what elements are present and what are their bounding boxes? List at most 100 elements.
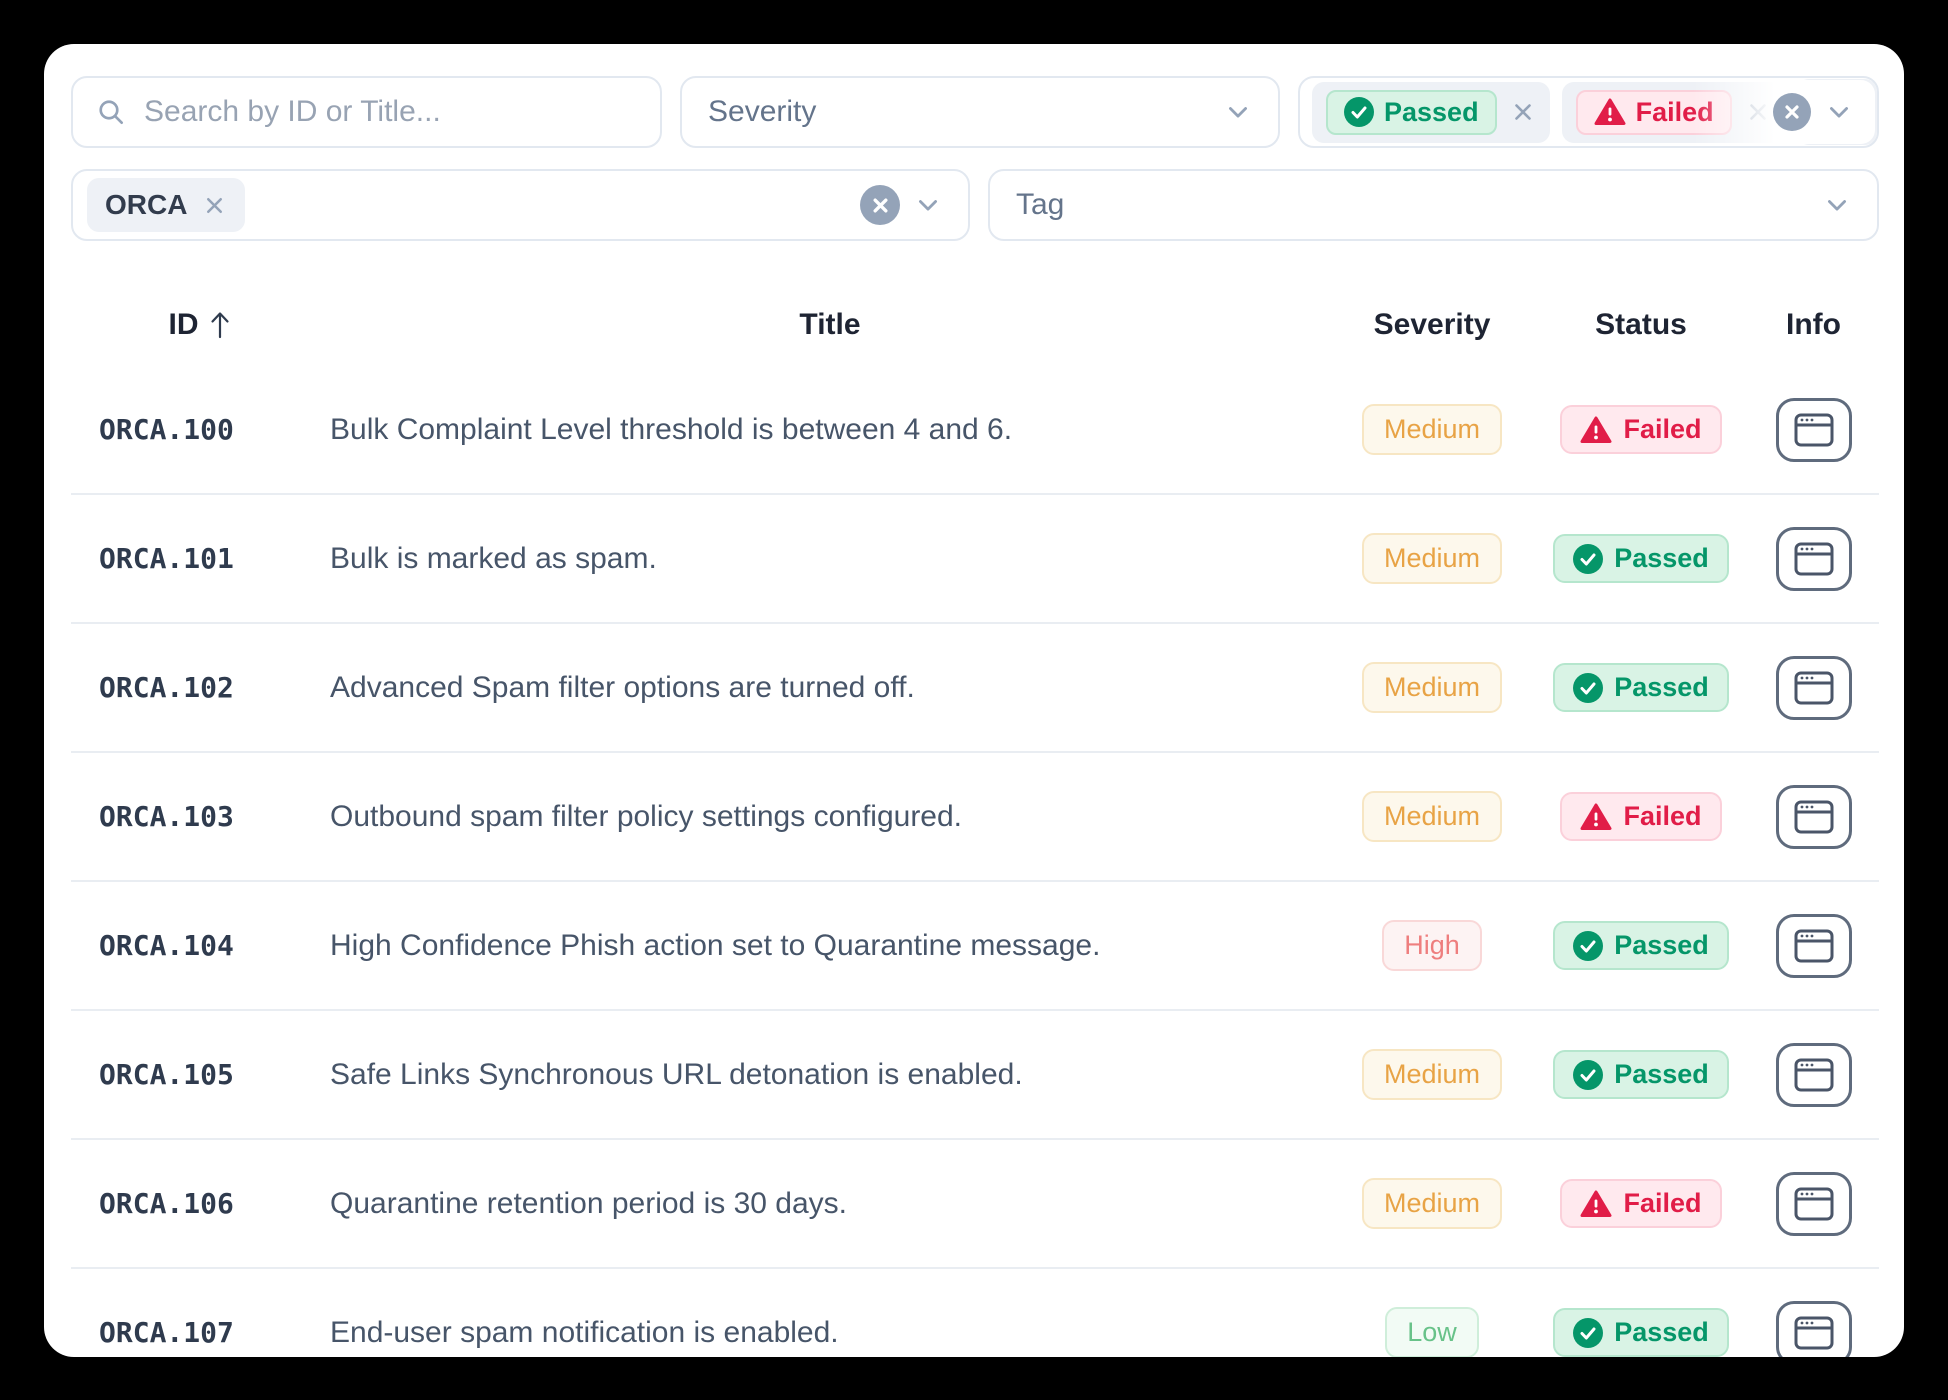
status-badge-label: Failed [1623, 414, 1702, 444]
table-row: ORCA.105 Safe Links Synchronous URL deto… [71, 1009, 1879, 1138]
severity-badge: Medium [1361, 1049, 1503, 1100]
row-title: End-user spam notification is enabled. [330, 1315, 839, 1349]
check-circle-icon [1573, 930, 1604, 961]
row-title: Bulk Complaint Level threshold is betwee… [330, 412, 1013, 446]
sort-ascending-arrow-icon [210, 312, 229, 339]
row-status-cell: Passed [1534, 1308, 1748, 1357]
severity-select-label: Severity [708, 95, 817, 128]
check-circle-icon [1573, 1059, 1604, 1090]
column-header-severity[interactable]: Severity [1373, 308, 1491, 341]
row-status-cell: Passed [1534, 663, 1748, 712]
id-select-controls [860, 185, 942, 225]
row-status-cell: Failed [1534, 792, 1748, 841]
table-body: ORCA.100 Bulk Complaint Level threshold … [71, 366, 1879, 1357]
filter-bar-secondary: ORCA Tag [71, 169, 1879, 241]
column-header-title[interactable]: Title [799, 308, 861, 341]
severity-badge: Low [1385, 1307, 1479, 1357]
tag-select[interactable]: Tag [988, 169, 1879, 241]
column-header-status[interactable]: Status [1595, 308, 1687, 341]
row-info-cell [1748, 655, 1879, 720]
status-badge-label: Passed [1614, 930, 1709, 960]
row-severity-cell: Medium [1330, 533, 1534, 584]
row-status-cell: Failed [1534, 405, 1748, 454]
info-button[interactable] [1775, 526, 1852, 591]
window-icon [1794, 929, 1833, 962]
chevron-down-icon [1828, 200, 1846, 211]
row-title: Quarantine retention period is 30 days. [330, 1186, 847, 1220]
status-badge-label: Passed [1614, 1317, 1709, 1347]
clear-status-filter-button[interactable] [1773, 93, 1811, 131]
table-row: ORCA.102 Advanced Spam filter options ar… [71, 622, 1879, 751]
orca-chip: ORCA [87, 178, 246, 232]
row-info-cell [1748, 784, 1879, 849]
table-row: ORCA.107 End-user spam notification is e… [71, 1267, 1879, 1357]
row-severity-cell: Medium [1330, 1049, 1534, 1100]
check-circle-icon [1573, 672, 1604, 703]
info-button[interactable] [1775, 1171, 1852, 1236]
row-info-cell [1748, 913, 1879, 978]
clear-id-filter-button[interactable] [860, 185, 900, 225]
passed-chip: Passed [1326, 89, 1497, 135]
info-button[interactable] [1775, 1042, 1852, 1107]
info-button[interactable] [1775, 655, 1852, 720]
info-button[interactable] [1775, 784, 1852, 849]
warning-triangle-icon [1580, 803, 1612, 830]
row-info-cell [1748, 526, 1879, 591]
search-input[interactable] [142, 94, 638, 130]
window-icon [1794, 800, 1833, 833]
remove-passed-chip-icon[interactable] [1510, 99, 1536, 125]
status-chip-passed: Passed [1312, 81, 1550, 143]
row-title: Safe Links Synchronous URL detonation is… [330, 1057, 1023, 1091]
results-table: ID Title Severity Status Info ORCA.100 B… [71, 284, 1879, 1357]
info-button[interactable] [1775, 913, 1852, 978]
status-badge: Passed [1553, 1050, 1729, 1099]
row-info-cell [1748, 397, 1879, 462]
status-badge-label: Passed [1614, 543, 1709, 573]
window-icon [1794, 542, 1833, 575]
status-badge: Failed [1560, 405, 1722, 454]
row-title: Bulk is marked as spam. [330, 541, 657, 575]
row-id: ORCA.104 [99, 929, 234, 962]
status-filter-select[interactable]: Passed Failed i [1298, 76, 1879, 148]
severity-badge: Medium [1361, 404, 1503, 455]
severity-badge: High [1382, 920, 1482, 971]
row-status-cell: Passed [1534, 1050, 1748, 1099]
orca-chip-label: ORCA [105, 189, 188, 220]
row-title: Advanced Spam filter options are turned … [330, 670, 915, 704]
status-badge-label: Passed [1614, 1059, 1709, 1089]
row-status-cell: Passed [1534, 534, 1748, 583]
status-badge: Passed [1553, 921, 1729, 970]
column-header-id[interactable]: ID [71, 308, 330, 342]
status-badge-label: Failed [1623, 1188, 1702, 1218]
status-badge: Passed [1553, 663, 1729, 712]
row-severity-cell: Medium [1330, 662, 1534, 713]
search-icon [99, 100, 123, 124]
window-icon [1794, 413, 1833, 446]
status-badge-label: Passed [1614, 672, 1709, 702]
row-title: High Confidence Phish action set to Quar… [330, 928, 1101, 962]
severity-select[interactable]: Severity [680, 76, 1280, 148]
row-id: ORCA.100 [99, 413, 234, 446]
column-header-info[interactable]: Info [1786, 308, 1841, 341]
status-badge: Failed [1560, 792, 1722, 841]
status-badge: Passed [1553, 534, 1729, 583]
info-button[interactable] [1775, 397, 1852, 462]
status-badge: Failed [1560, 1179, 1722, 1228]
row-title: Outbound spam filter policy settings con… [330, 799, 963, 833]
chevron-down-icon [919, 200, 937, 211]
row-status-cell: Failed [1534, 1179, 1748, 1228]
findings-panel: Severity Passed Failed i [44, 44, 1904, 1357]
window-icon [1794, 671, 1833, 704]
status-badge-label: Failed [1623, 801, 1702, 831]
id-filter-select[interactable]: ORCA [71, 169, 970, 241]
severity-badge: Medium [1361, 1178, 1503, 1229]
row-severity-cell: Medium [1330, 791, 1534, 842]
row-status-cell: Passed [1534, 921, 1748, 970]
row-id: ORCA.105 [99, 1058, 234, 1091]
warning-triangle-icon [1580, 1190, 1612, 1217]
info-button[interactable] [1775, 1300, 1852, 1357]
severity-badge: Medium [1361, 533, 1503, 584]
remove-orca-chip-icon[interactable] [202, 193, 227, 218]
table-row: ORCA.104 High Confidence Phish action se… [71, 880, 1879, 1009]
check-circle-icon [1573, 543, 1604, 574]
